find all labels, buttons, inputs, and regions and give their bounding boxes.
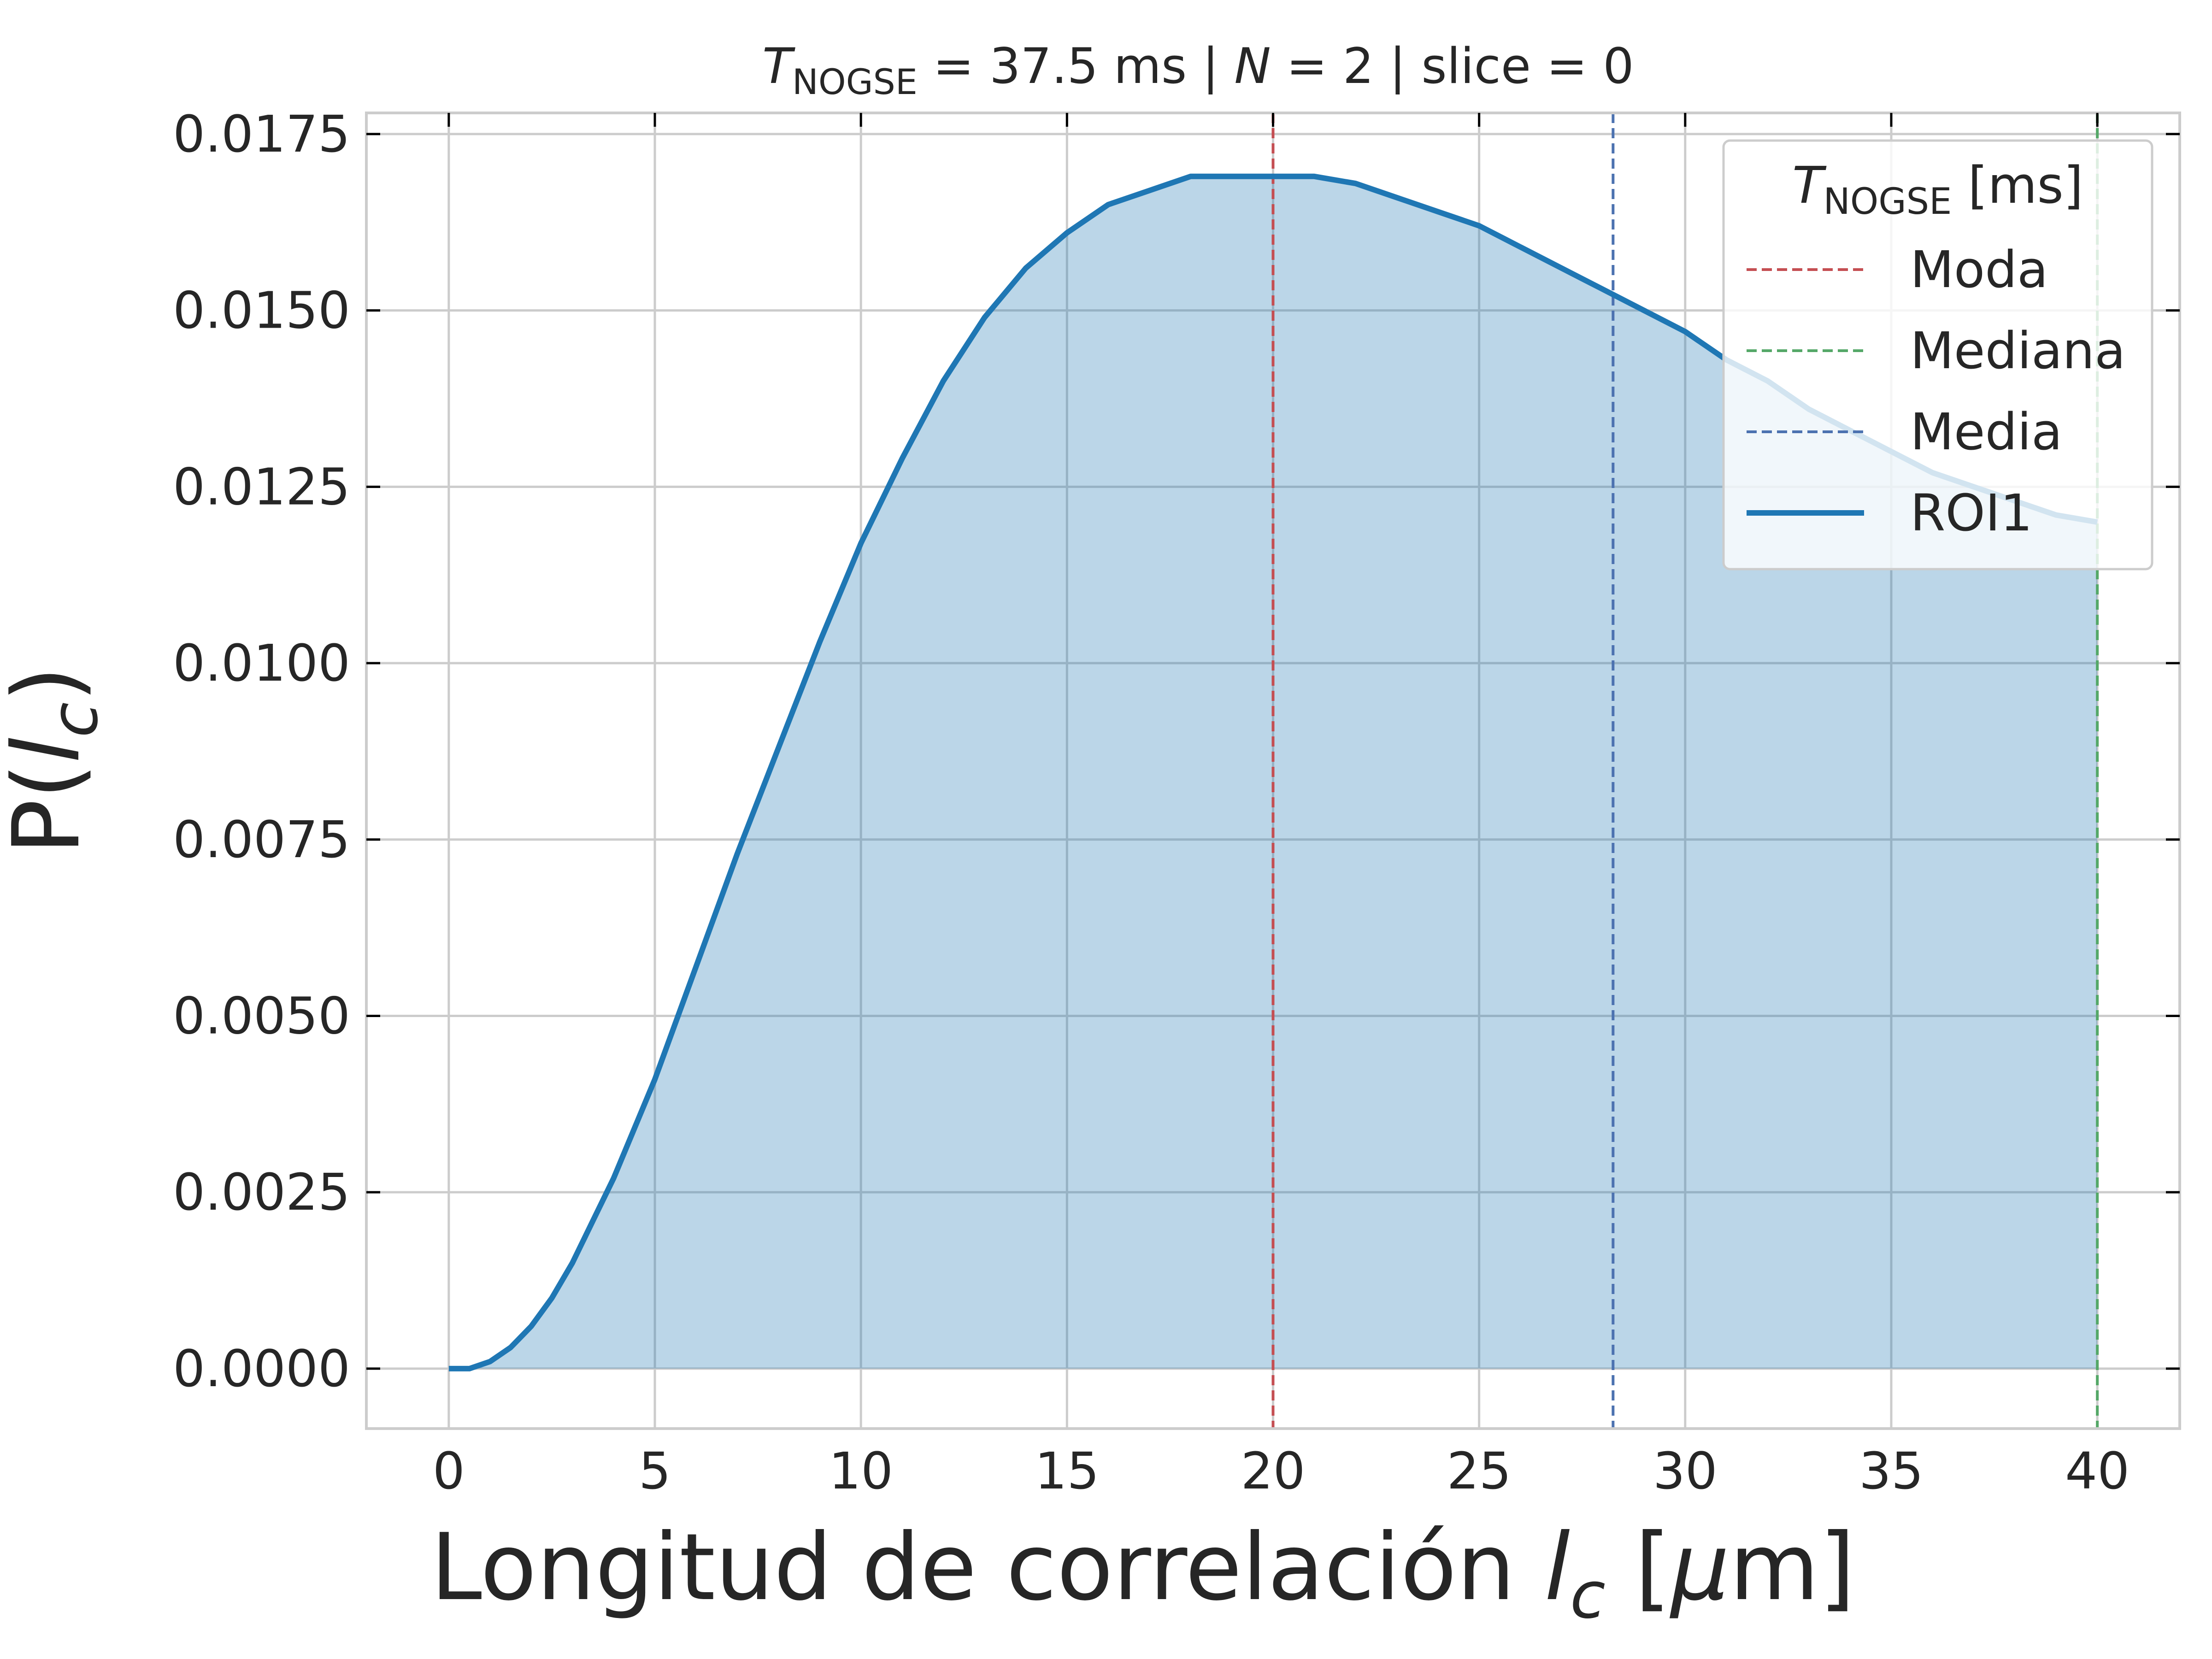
y-tick-label: 0.0150 [173,281,350,340]
y-tick-label: 0.0000 [173,1339,350,1398]
x-tick-label: 40 [2065,1441,2130,1500]
legend-title: TNOGSE [ms] [1792,156,2083,223]
legend-label-moda: Moda [1910,240,2048,299]
x-tick-label: 20 [1241,1441,1306,1500]
x-tick-label: 30 [1653,1441,1718,1500]
x-tick-label: 35 [1859,1441,1924,1500]
y-axis-ticks: 0.0000 0.0025 0.0050 0.0075 0.0100 0.0125 0.01… [173,105,2180,1398]
x-tick-label: 15 [1035,1441,1099,1500]
chart-title: TNOGSE = 37.5 ms | N = 2 | slice = 0 [762,38,1634,102]
y-tick-label: 0.0025 [173,1163,350,1222]
x-tick-label: 5 [639,1441,671,1500]
legend: TNOGSE [ms] Moda Mediana Media ROI1 [1722,139,2153,571]
legend-entries: Moda Mediana Media ROI1 [1747,240,2126,542]
x-axis-label: Longitud de correlación lc [μm] [430,1514,1855,1633]
y-tick-label: 0.0050 [173,986,350,1045]
legend-label-mediana: Mediana [1910,321,2126,380]
y-axis-label: P(lc) [0,666,112,854]
y-tick-label: 0.0075 [173,810,350,869]
legend-label-roi1: ROI1 [1910,483,2032,542]
y-tick-label: 0.0125 [173,457,350,516]
y-tick-label: 0.0175 [173,105,350,164]
legend-label-media: Media [1910,402,2062,461]
y-tick-label: 0.0100 [173,634,350,693]
x-tick-label: 25 [1447,1441,1512,1500]
x-tick-label: 10 [829,1441,893,1500]
x-tick-label: 0 [433,1441,465,1500]
x-axis-ticks: 0 5 10 15 20 25 30 35 40 [433,113,2130,1500]
legend-box [1722,139,2153,571]
